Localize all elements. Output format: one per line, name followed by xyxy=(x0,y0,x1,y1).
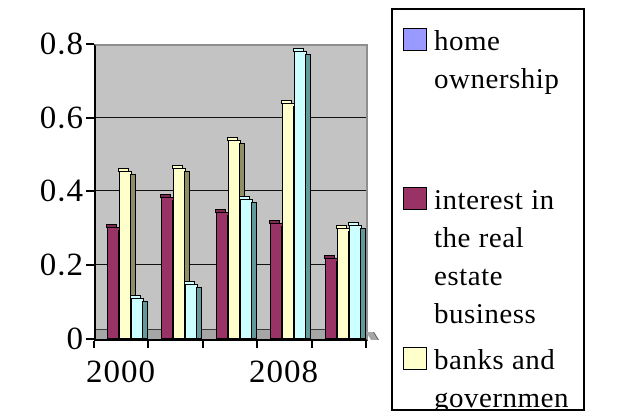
y-axis-tick xyxy=(86,338,94,340)
legend-entry-banks-and-government[interactable]: banks and governmen xyxy=(403,341,583,411)
bar-series-2-group-2[interactable] xyxy=(239,196,257,339)
y-axis-tick xyxy=(86,190,94,192)
x-axis-tick xyxy=(311,341,313,348)
legend-entry-home-ownership[interactable]: home ownership xyxy=(403,22,583,98)
gridline xyxy=(96,117,366,118)
y-axis-label: 0.4 xyxy=(39,173,84,209)
x-axis-tick xyxy=(147,341,149,348)
x-axis-tick xyxy=(365,341,367,348)
x-axis-tick xyxy=(93,341,95,348)
bar-series-2-group-3[interactable] xyxy=(293,48,311,339)
legend-label-home-ownership: home ownership xyxy=(434,25,560,95)
legend-label-interest-real-estate: interest in the real estate business xyxy=(434,184,555,330)
x-axis-tick xyxy=(202,341,204,348)
bar-series-2-group-4[interactable] xyxy=(348,222,366,339)
legend-swatch-interest-real-estate xyxy=(403,187,427,210)
y-axis-tick xyxy=(86,43,94,45)
y-axis-tick xyxy=(86,117,94,119)
bar-series-2-group-1[interactable] xyxy=(184,281,202,339)
y-axis-label: 0 xyxy=(66,321,84,357)
legend-box[interactable]: home ownership interest in the real esta… xyxy=(391,8,585,411)
y-axis-label: 0.6 xyxy=(39,100,84,136)
legend-swatch-home-ownership xyxy=(403,28,427,51)
legend-swatch-banks-and-government xyxy=(403,347,427,370)
y-axis-label: 0.8 xyxy=(39,26,84,62)
bar-series-2-group-0[interactable] xyxy=(130,295,148,339)
x-axis-tick xyxy=(256,341,258,348)
y-axis-tick xyxy=(86,264,94,266)
legend-entry-interest-real-estate[interactable]: interest in the real estate business xyxy=(403,181,583,333)
y-axis-label: 0.2 xyxy=(39,247,84,283)
x-axis-label: 2008 xyxy=(249,354,319,390)
legend-label-banks-and-government: banks and governmen xyxy=(434,344,569,411)
plot-area[interactable] xyxy=(94,44,368,341)
x-axis-label: 2000 xyxy=(86,354,156,390)
bar-series-1-group-1[interactable] xyxy=(172,165,190,339)
